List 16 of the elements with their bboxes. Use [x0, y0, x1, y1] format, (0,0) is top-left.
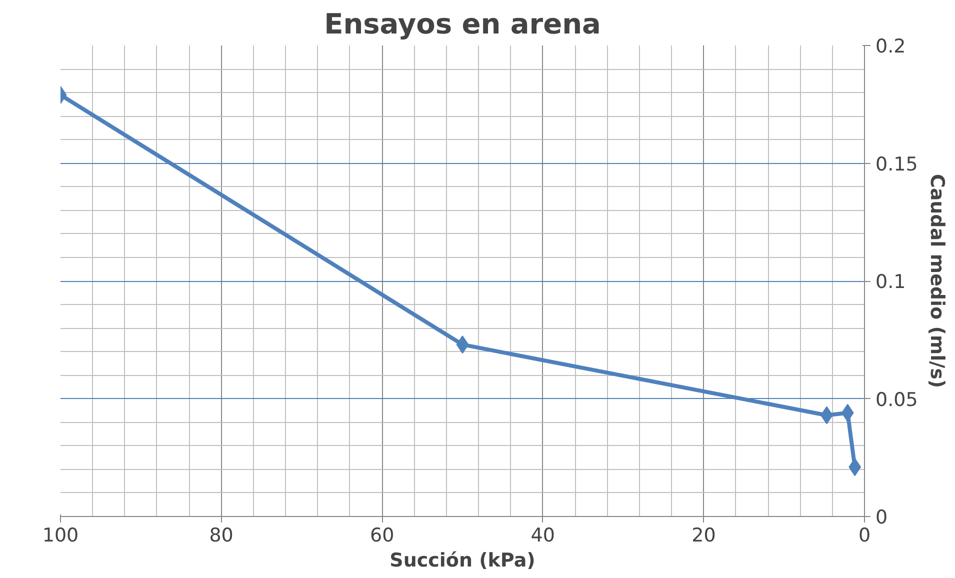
x-tick-label: 0 — [858, 524, 871, 546]
point — [848, 458, 862, 476]
x-tick-label: 40 — [530, 524, 555, 546]
y-axis-title: Caudal medio (ml/s) — [926, 174, 948, 388]
y-tick-label: 0.1 — [876, 271, 906, 293]
y-tick-label: 0.05 — [876, 388, 918, 411]
y-tick-label: 0.15 — [876, 153, 918, 176]
x-tick-label: 80 — [209, 524, 234, 546]
x-tick-label: 20 — [692, 524, 716, 546]
x-tick-label: 100 — [42, 524, 79, 546]
chart-title: Ensayos en arena — [324, 8, 601, 40]
y-tick-label: 0.2 — [876, 36, 906, 58]
y-tick-label: 0 — [876, 506, 888, 528]
point — [841, 404, 854, 422]
x-axis-title: Succión (kPa) — [390, 550, 536, 572]
x-tick-label: 60 — [370, 524, 394, 546]
